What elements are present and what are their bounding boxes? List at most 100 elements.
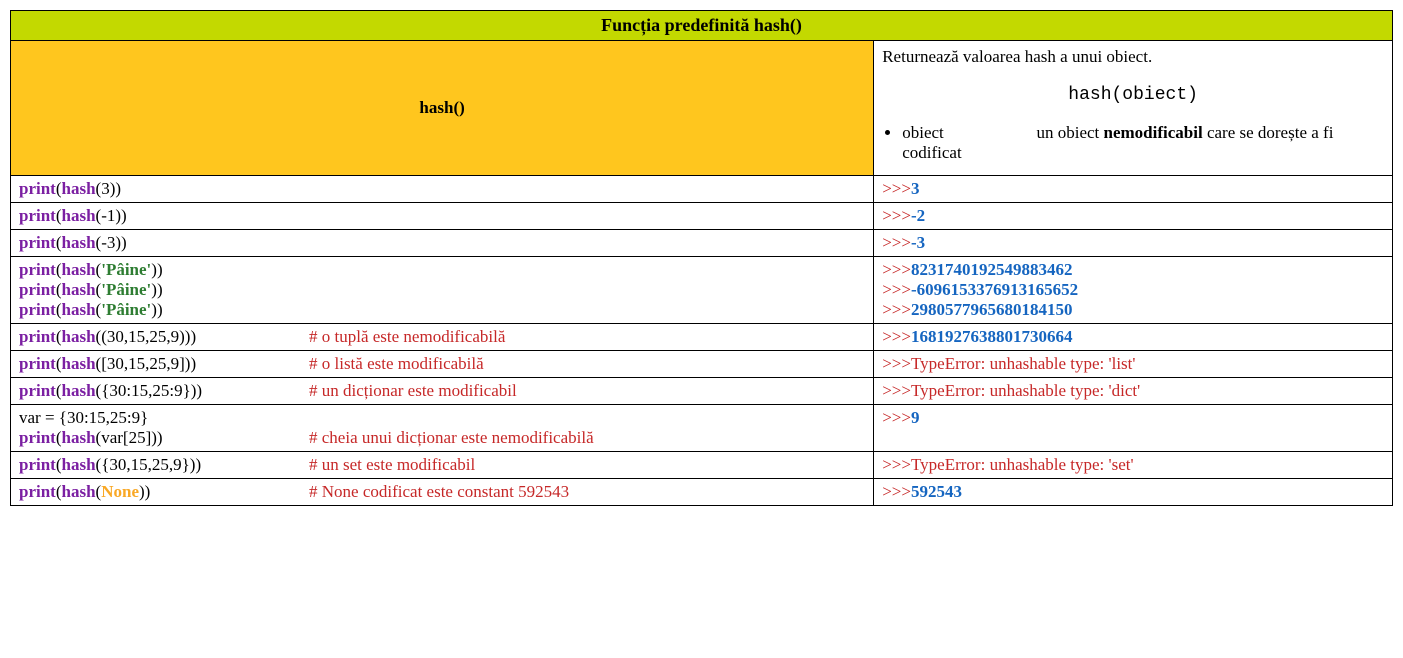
prompt-marker: >>> [882, 280, 911, 299]
code-token: hash [62, 206, 96, 225]
description-intro: Returnează valoarea hash a unui obiect. [882, 47, 1384, 67]
output-cell: >>>1681927638801730664 [874, 324, 1393, 351]
output-line: >>>-6096153376913165652 [882, 280, 1384, 300]
output-cell: >>>-2 [874, 203, 1393, 230]
code-cell: print(hash((30,15,25,9)))# o tuplă este … [11, 324, 874, 351]
code-line: print(hash((30,15,25,9)))# o tuplă este … [19, 327, 865, 347]
output-line: >>>3 [882, 179, 1384, 199]
code-line: print(hash('Pâine')) [19, 300, 865, 320]
code-token: print [19, 179, 56, 198]
prompt-marker: >>> [882, 381, 911, 400]
code-token: ([30,15,25,9])) [96, 354, 197, 373]
param-text-bold: nemodificabil [1104, 123, 1203, 142]
prompt-marker: >>> [882, 354, 911, 373]
code-token: (-3)) [96, 233, 127, 252]
code-token: hash [62, 455, 96, 474]
example-row: var = {30:15,25:9}print(hash(var[25]))# … [11, 405, 1393, 452]
code-line: print(hash(-3)) [19, 233, 865, 253]
prompt-marker: >>> [882, 206, 911, 225]
code-token: (var[25])) [96, 428, 163, 447]
code-comment: # o listă este modificabilă [309, 354, 484, 374]
code-comment: # cheia unui dicționar este nemodificabi… [309, 428, 594, 448]
output-cell: >>>TypeError: unhashable type: 'list' [874, 351, 1393, 378]
code-token: None [101, 482, 139, 501]
code-token: print [19, 354, 56, 373]
code-cell: var = {30:15,25:9}print(hash(var[25]))# … [11, 405, 874, 452]
example-row: print(hash({30,15,25,9}))# un set este m… [11, 452, 1393, 479]
output-line: >>>TypeError: unhashable type: 'dict' [882, 381, 1384, 401]
output-value: -3 [911, 233, 925, 252]
function-name-cell: hash() [11, 41, 874, 176]
output-line: >>>TypeError: unhashable type: 'list' [882, 354, 1384, 374]
code-token: print [19, 206, 56, 225]
prompt-marker: >>> [882, 233, 911, 252]
code-cell: print(hash(3)) [11, 176, 874, 203]
prompt-marker: >>> [882, 482, 911, 501]
table-header: Funcția predefinită hash() [11, 11, 1393, 41]
code-token: )) [151, 260, 162, 279]
output-line: >>>8231740192549883462 [882, 260, 1384, 280]
code-token: hash [62, 233, 96, 252]
output-cell: >>>592543 [874, 479, 1393, 506]
code-comment: # None codificat este constant 592543 [309, 482, 569, 502]
code-token: hash [62, 428, 96, 447]
output-line: >>>9 [882, 408, 1384, 428]
example-row: print(hash((30,15,25,9)))# o tuplă este … [11, 324, 1393, 351]
prompt-marker: >>> [882, 408, 911, 427]
output-value: 3 [911, 179, 920, 198]
code-line: print(hash('Pâine')) [19, 280, 865, 300]
output-line: >>>-3 [882, 233, 1384, 253]
code-line: print(hash(3)) [19, 179, 865, 199]
code-token: var = {30:15,25:9} [19, 408, 148, 427]
output-value: TypeError: unhashable type: 'dict' [911, 381, 1140, 400]
output-cell: >>>3 [874, 176, 1393, 203]
code-token: (-1)) [96, 206, 127, 225]
code-line: print(hash(var[25]))# cheia unui dicțion… [19, 428, 865, 448]
code-token: hash [62, 179, 96, 198]
example-row: print(hash([30,15,25,9]))# o listă este … [11, 351, 1393, 378]
output-value: TypeError: unhashable type: 'list' [911, 354, 1135, 373]
example-row: print(hash(-1))>>>-2 [11, 203, 1393, 230]
code-token: print [19, 260, 56, 279]
code-token: 'Pâine' [101, 300, 151, 319]
output-line: >>>1681927638801730664 [882, 327, 1384, 347]
code-cell: print(hash({30:15,25:9}))# un dicționar … [11, 378, 874, 405]
function-name: hash() [419, 98, 464, 117]
code-line: print(hash({30:15,25:9}))# un dicționar … [19, 381, 865, 401]
output-line: >>>2980577965680184150 [882, 300, 1384, 320]
prompt-marker: >>> [882, 179, 911, 198]
code-token: hash [62, 260, 96, 279]
code-cell: print(hash(-3)) [11, 230, 874, 257]
code-token: 'Pâine' [101, 280, 151, 299]
code-token: ({30,15,25,9})) [96, 455, 202, 474]
param-text-before: un obiect [1036, 123, 1103, 142]
output-value: 1681927638801730664 [911, 327, 1073, 346]
output-value: 8231740192549883462 [911, 260, 1073, 279]
description-cell: Returnează valoarea hash a unui obiect. … [874, 41, 1393, 176]
code-token: print [19, 455, 56, 474]
code-cell: print(hash([30,15,25,9]))# o listă este … [11, 351, 874, 378]
prompt-marker: >>> [882, 455, 911, 474]
output-cell: >>>9 [874, 405, 1393, 452]
code-comment: # o tuplă este nemodificabilă [309, 327, 505, 347]
code-token: ({30:15,25:9})) [96, 381, 203, 400]
output-value: 592543 [911, 482, 962, 501]
param-name: obiect [902, 123, 1032, 143]
function-signature: hash(obiect) [882, 85, 1384, 105]
code-comment: # un dicționar este modificabil [309, 381, 517, 401]
code-cell: print(hash({30,15,25,9}))# un set este m… [11, 452, 874, 479]
code-cell: print(hash(-1)) [11, 203, 874, 230]
code-cell: print(hash(None))# None codificat este c… [11, 479, 874, 506]
output-line: >>>592543 [882, 482, 1384, 502]
code-token: print [19, 327, 56, 346]
code-line: print(hash({30,15,25,9}))# un set este m… [19, 455, 865, 475]
code-token: )) [151, 280, 162, 299]
example-row: print(hash('Pâine'))print(hash('Pâine'))… [11, 257, 1393, 324]
code-token: hash [62, 300, 96, 319]
output-cell: >>>TypeError: unhashable type: 'dict' [874, 378, 1393, 405]
output-cell: >>>-3 [874, 230, 1393, 257]
output-value: 9 [911, 408, 920, 427]
prompt-marker: >>> [882, 327, 911, 346]
code-line: print(hash('Pâine')) [19, 260, 865, 280]
code-token: )) [151, 300, 162, 319]
